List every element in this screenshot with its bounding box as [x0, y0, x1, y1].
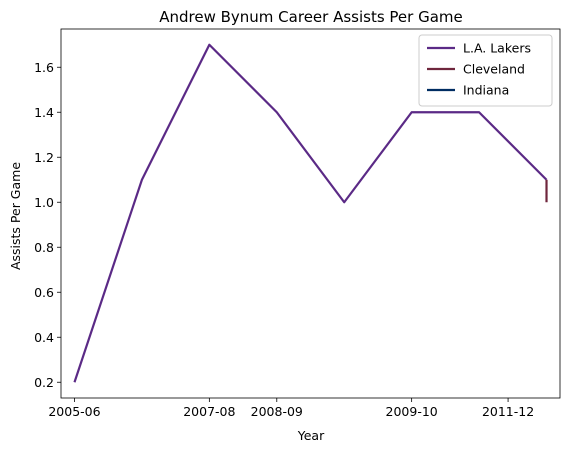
series-line-0	[73, 43, 548, 383]
x-tick-label: 2011-12	[482, 404, 534, 419]
y-tick-label: 1.6	[34, 60, 54, 75]
chart-title: Andrew Bynum Career Assists Per Game	[159, 8, 463, 26]
x-tick-label: 2008-09	[251, 404, 303, 419]
x-tick-label: 2005-06	[48, 404, 100, 419]
y-tick-label: 0.2	[34, 375, 54, 390]
x-axis-label: Year	[297, 428, 325, 443]
x-tick-label: 2009-10	[386, 404, 438, 419]
x-tick-label: 2007-08	[183, 404, 235, 419]
legend-label: Cleveland	[463, 62, 525, 77]
y-tick-label: 0.6	[34, 285, 54, 300]
plot-frame	[60, 28, 561, 399]
y-tick-label: 0.8	[34, 240, 54, 255]
plot-area: 2005-06 2007-08 2008-09 2009-10 2011-12 0.2 0.…	[34, 28, 561, 419]
legend-label: Indiana	[463, 83, 509, 98]
y-tick-label: 1.2	[34, 150, 54, 165]
y-tick-label: 1.4	[34, 105, 54, 120]
legend: L.A. Lakers Cleveland Indiana	[418, 34, 553, 107]
y-tick-label: 1.0	[34, 195, 54, 210]
legend-label: L.A. Lakers	[463, 41, 531, 56]
legend-box	[418, 34, 553, 107]
y-tick-label: 0.4	[34, 330, 54, 345]
y-axis-label: Assists Per Game	[8, 162, 23, 270]
